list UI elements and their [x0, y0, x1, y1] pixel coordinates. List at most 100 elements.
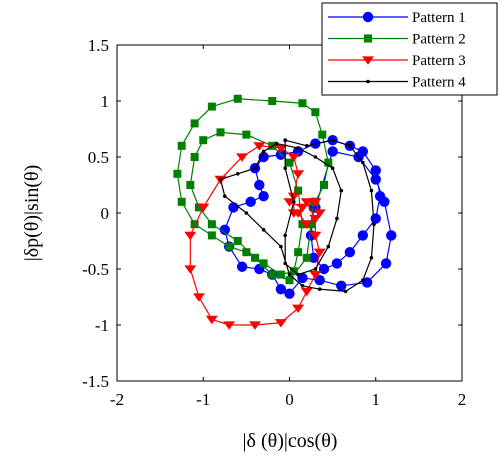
x-tick-label: -2 [110, 390, 124, 409]
data-point [259, 259, 268, 268]
data-point [233, 94, 242, 103]
data-point [275, 283, 287, 295]
data-point [194, 203, 203, 212]
legend-marker [362, 56, 374, 65]
data-point [370, 213, 381, 224]
data-point [294, 248, 303, 257]
data-point [324, 158, 333, 167]
data-point [228, 202, 239, 213]
data-point [258, 151, 269, 163]
data-point [268, 97, 277, 105]
y-tick-label: 0 [101, 204, 110, 223]
axes-layer: -2 -1 0 1 2 1.5 1 0.5 0 -0.5 -1 -1.5 [82, 36, 466, 409]
data-point [242, 130, 251, 139]
legend-marker [364, 34, 372, 43]
data-point [370, 174, 381, 185]
data-point [300, 198, 313, 207]
data-point [190, 119, 199, 128]
y-tick-label: 0.5 [88, 148, 109, 167]
data-point [197, 203, 210, 213]
data-point [317, 287, 322, 291]
data-point [207, 231, 216, 240]
data-point [245, 196, 256, 207]
data-point [314, 275, 325, 286]
data-point [292, 200, 296, 204]
data-point [372, 222, 376, 226]
x-tick-label: 0 [285, 390, 294, 409]
data-point [304, 144, 309, 148]
data-point [313, 155, 318, 159]
data-point [223, 194, 227, 198]
data-point [297, 272, 308, 284]
data-point [216, 128, 225, 137]
data-point [236, 153, 249, 162]
data-point [207, 102, 216, 111]
data-point [283, 166, 287, 170]
data-point [190, 153, 199, 161]
legend-entry: Pattern 2 [328, 32, 466, 48]
legend-entry: Pattern 1 [328, 10, 466, 26]
data-point [287, 192, 300, 201]
data-point [361, 278, 365, 283]
data-point [279, 244, 283, 249]
y-tick-label: 1 [101, 92, 110, 111]
series-3 [184, 142, 326, 330]
data-point [274, 144, 287, 153]
data-point [253, 166, 257, 170]
data-point [287, 153, 300, 162]
data-point [311, 108, 320, 117]
data-point [309, 271, 322, 280]
legend-label: Pattern 1 [412, 10, 466, 26]
data-point [251, 253, 259, 262]
data-point [177, 197, 186, 206]
data-point [296, 146, 300, 150]
y-tick-label: -1.5 [82, 372, 109, 391]
legend-marker [362, 11, 374, 23]
data-point [344, 247, 356, 258]
data-point [274, 319, 287, 328]
legend-label: Pattern 4 [412, 75, 466, 91]
data-point [307, 220, 316, 229]
series-layer [173, 94, 397, 330]
data-point [244, 211, 249, 215]
y-tick-label: 1.5 [88, 36, 109, 55]
data-point [300, 220, 313, 229]
data-point [335, 216, 339, 221]
legend-entry: Pattern 3 [328, 53, 466, 69]
data-point [284, 288, 295, 299]
data-point [258, 191, 269, 202]
data-point [380, 258, 392, 269]
data-point [292, 304, 305, 313]
data-point [254, 179, 265, 191]
data-point [309, 198, 322, 207]
data-point [302, 253, 311, 262]
data-point [369, 255, 374, 260]
data-point [236, 261, 248, 272]
plot-area [117, 45, 462, 381]
data-point [308, 252, 319, 263]
data-point [287, 272, 292, 277]
data-point [285, 276, 294, 285]
x-tick-label: 1 [372, 390, 381, 409]
data-point [292, 170, 305, 179]
data-point [327, 146, 338, 157]
data-point [357, 230, 369, 241]
series-line-1 [224, 139, 392, 295]
data-point [205, 315, 218, 325]
data-point [242, 248, 251, 257]
legend-label: Pattern 3 [412, 53, 466, 69]
data-point [249, 321, 261, 330]
y-tick-label: -1 [95, 316, 109, 335]
data-point [296, 203, 309, 213]
x-tick-label: 2 [458, 390, 467, 409]
data-point [320, 181, 328, 189]
y-axis-label: |δp(θ)|sin(θ) [21, 165, 43, 262]
data-point [309, 215, 322, 224]
data-point [283, 138, 287, 142]
data-point [318, 130, 327, 139]
legend-box [321, 2, 498, 96]
data-point [276, 270, 285, 279]
data-point [283, 198, 296, 207]
data-point [235, 172, 240, 176]
